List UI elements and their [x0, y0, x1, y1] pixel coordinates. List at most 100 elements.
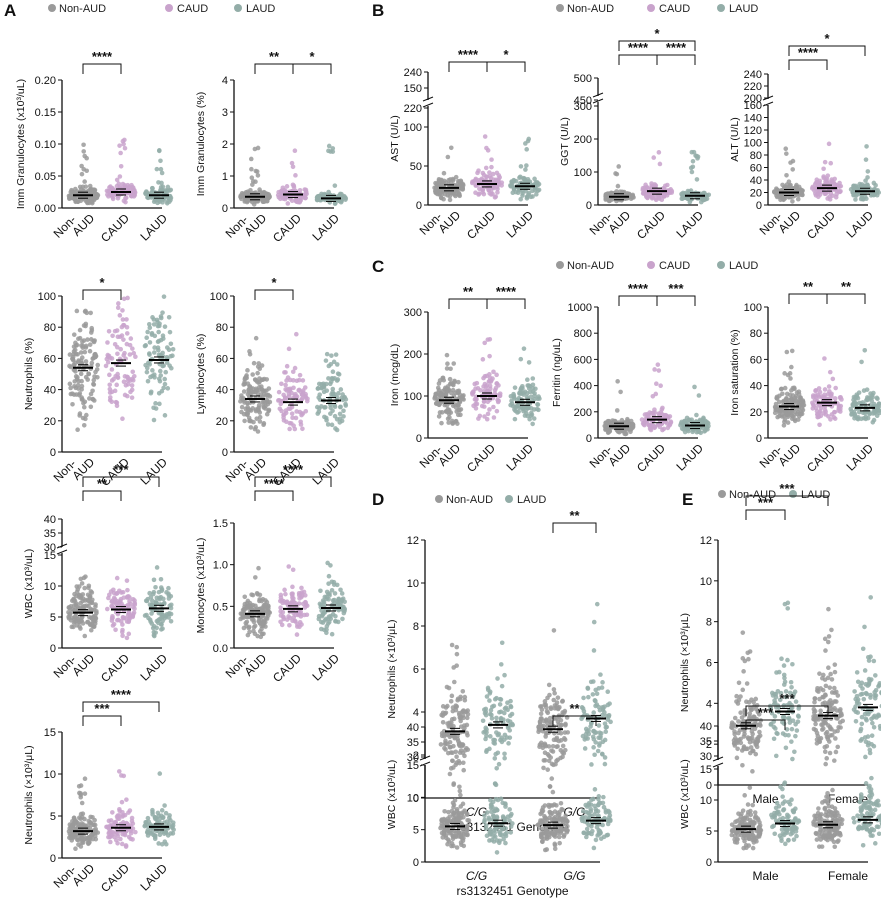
data-point [93, 353, 98, 358]
data-point [255, 429, 261, 434]
y-tick-label: 1 [222, 171, 228, 183]
legend-a-label-laud: LAUD [246, 3, 275, 15]
data-point [693, 419, 699, 424]
data-point [562, 730, 568, 735]
data-point [105, 359, 111, 365]
y-axis-label: GGT (U/L) [559, 117, 571, 166]
data-point [80, 604, 86, 610]
data-point [86, 371, 91, 377]
data-point [603, 729, 609, 735]
data-point [450, 387, 456, 393]
data-point [295, 199, 301, 205]
data-point [149, 185, 155, 191]
significance-label: **** [283, 462, 304, 477]
data-point [279, 381, 284, 387]
data-point [240, 611, 246, 617]
series-caud-points [104, 769, 138, 849]
data-point [449, 642, 455, 648]
significance-label: **** [92, 49, 113, 64]
data-point [861, 388, 867, 393]
data-point [170, 820, 176, 825]
data-point [81, 404, 87, 410]
data-point [546, 682, 552, 688]
data-point [166, 585, 171, 591]
data-point [787, 184, 793, 189]
data-point [450, 708, 456, 714]
data-point [785, 420, 791, 425]
data-point [326, 189, 331, 195]
data-point [88, 186, 94, 192]
data-point [115, 617, 120, 623]
data-point [488, 707, 494, 713]
data-point [241, 382, 246, 387]
y-tick-label: 240 [744, 69, 762, 81]
data-point [588, 724, 593, 729]
data-point [120, 813, 126, 818]
data-point [338, 387, 344, 392]
x-tick-label: CAUD [98, 211, 132, 245]
data-point [149, 332, 155, 337]
data-point [156, 841, 161, 846]
data-point [875, 188, 880, 193]
panel-letter-b: B [372, 1, 384, 20]
x-tick-label: Non-AUD [51, 446, 98, 493]
data-point [866, 409, 872, 415]
data-point [95, 362, 101, 368]
data-point [85, 337, 90, 342]
data-point [817, 192, 823, 197]
data-point [118, 619, 124, 624]
data-point [445, 750, 451, 756]
data-point [526, 192, 531, 197]
data-point [453, 749, 459, 755]
data-point [77, 391, 83, 396]
data-point [287, 426, 292, 432]
data-point [239, 190, 245, 196]
data-point [484, 416, 490, 422]
data-point [130, 346, 135, 351]
data-point [155, 810, 161, 816]
legend-b-swatch-laud [717, 4, 725, 12]
data-point [788, 376, 793, 381]
data-point [487, 698, 492, 703]
data-point [492, 737, 498, 743]
data-point [476, 168, 481, 173]
data-point [317, 392, 323, 397]
data-point [148, 389, 154, 395]
significance-label: ** [803, 279, 814, 294]
data-point [328, 613, 333, 619]
data-point [343, 397, 349, 402]
data-point [283, 591, 288, 597]
significance-label: **** [111, 687, 132, 702]
y-tick-label: 0 [756, 200, 762, 212]
significance-label: **** [264, 476, 285, 491]
data-point [441, 377, 447, 383]
data-point [281, 196, 286, 201]
data-point [777, 407, 782, 413]
data-point [120, 181, 126, 187]
data-point [499, 683, 505, 689]
y-tick-label: 500 [574, 73, 592, 85]
data-point [862, 347, 868, 353]
data-point [448, 145, 454, 151]
data-point [94, 367, 100, 372]
data-point [332, 404, 338, 410]
data-point [498, 662, 504, 667]
data-point [75, 427, 80, 433]
data-point [591, 710, 597, 715]
data-point [459, 743, 465, 749]
data-point [70, 615, 75, 621]
y-tick-label: 20 [216, 416, 228, 428]
data-point [480, 357, 486, 362]
data-point [783, 146, 789, 152]
data-point [324, 589, 330, 595]
data-point [248, 386, 254, 391]
data-point [481, 375, 486, 381]
data-point [129, 383, 135, 388]
data-point [538, 711, 544, 717]
data-point [294, 409, 299, 414]
data-point [828, 160, 834, 166]
significance-label: ** [97, 476, 108, 491]
y-axis-label: Lymphocytes (%) [195, 334, 207, 415]
